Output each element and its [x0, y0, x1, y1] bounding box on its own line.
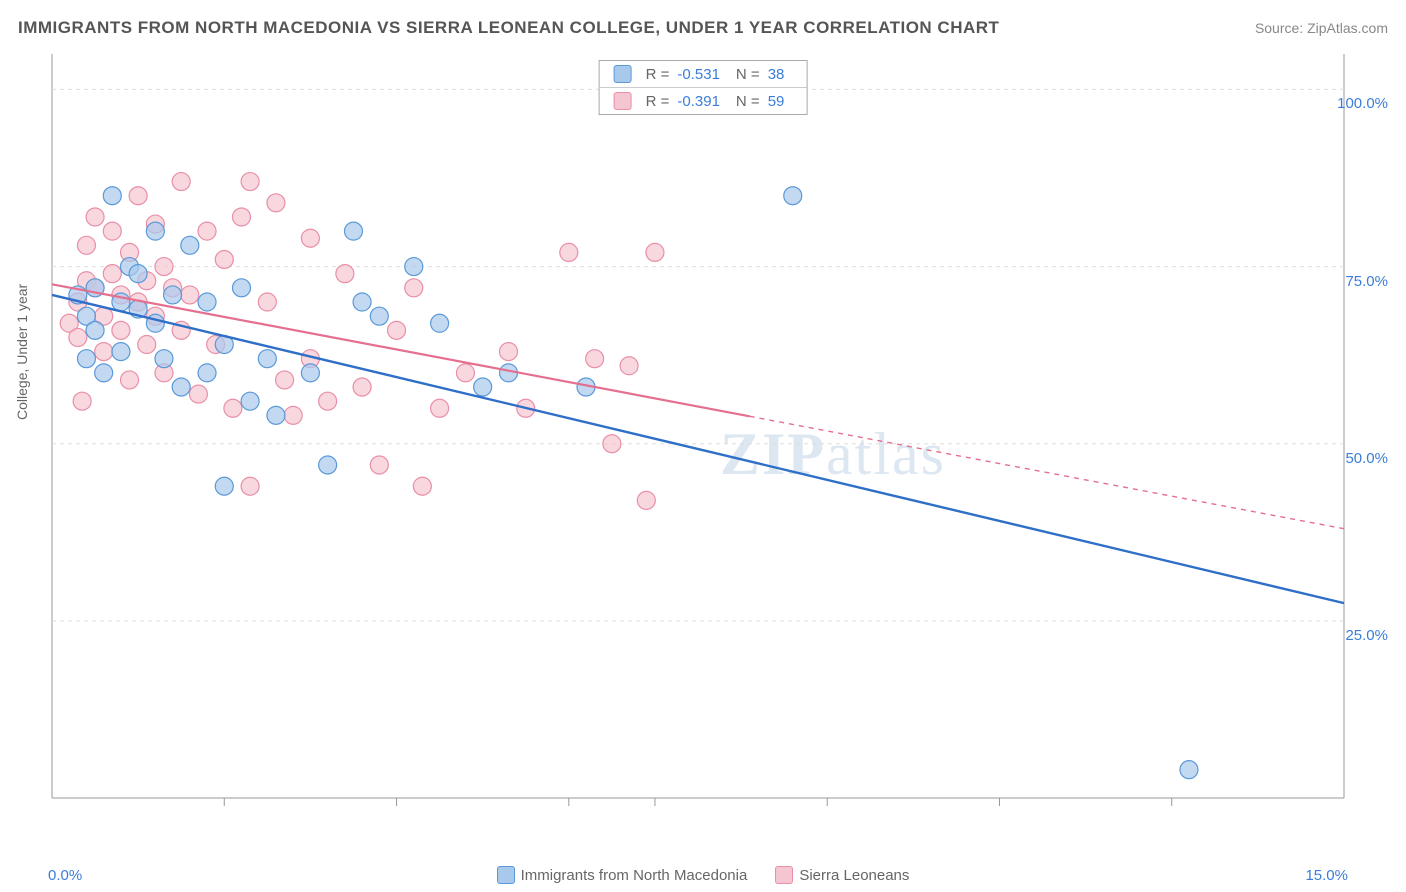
source-label: Source: ZipAtlas.com: [1255, 20, 1388, 36]
x-max-label: 15.0%: [1305, 867, 1348, 884]
r-value: -0.531: [677, 66, 720, 83]
y-tick-label: 50.0%: [1345, 450, 1388, 467]
chart-title: IMMIGRANTS FROM NORTH MACEDONIA VS SIERR…: [18, 18, 999, 38]
y-tick-label: 100.0%: [1337, 95, 1388, 112]
y-tick-label: 25.0%: [1345, 627, 1388, 644]
x-axis-labels: 0.0% 15.0%: [48, 867, 1348, 884]
y-axis-label: College, Under 1 year: [14, 284, 30, 420]
legend-swatch: [614, 92, 632, 110]
n-value: 59: [768, 93, 785, 110]
scatter-chart: [48, 50, 1348, 820]
n-value: 38: [768, 66, 785, 83]
r-label: R =: [646, 93, 670, 110]
legend-row: R = -0.531 N = 38: [600, 61, 807, 88]
x-min-label: 0.0%: [48, 867, 82, 884]
plot-area: [48, 50, 1348, 820]
legend-swatch: [614, 65, 632, 83]
r-label: R =: [646, 66, 670, 83]
n-label: N =: [736, 93, 760, 110]
y-tick-label: 75.0%: [1345, 273, 1388, 290]
chart-container: IMMIGRANTS FROM NORTH MACEDONIA VS SIERR…: [0, 0, 1406, 892]
correlation-legend: R = -0.531 N = 38 R = -0.391 N = 59: [599, 60, 808, 115]
legend-row: R = -0.391 N = 59: [600, 88, 807, 114]
r-value: -0.391: [677, 93, 720, 110]
n-label: N =: [736, 66, 760, 83]
